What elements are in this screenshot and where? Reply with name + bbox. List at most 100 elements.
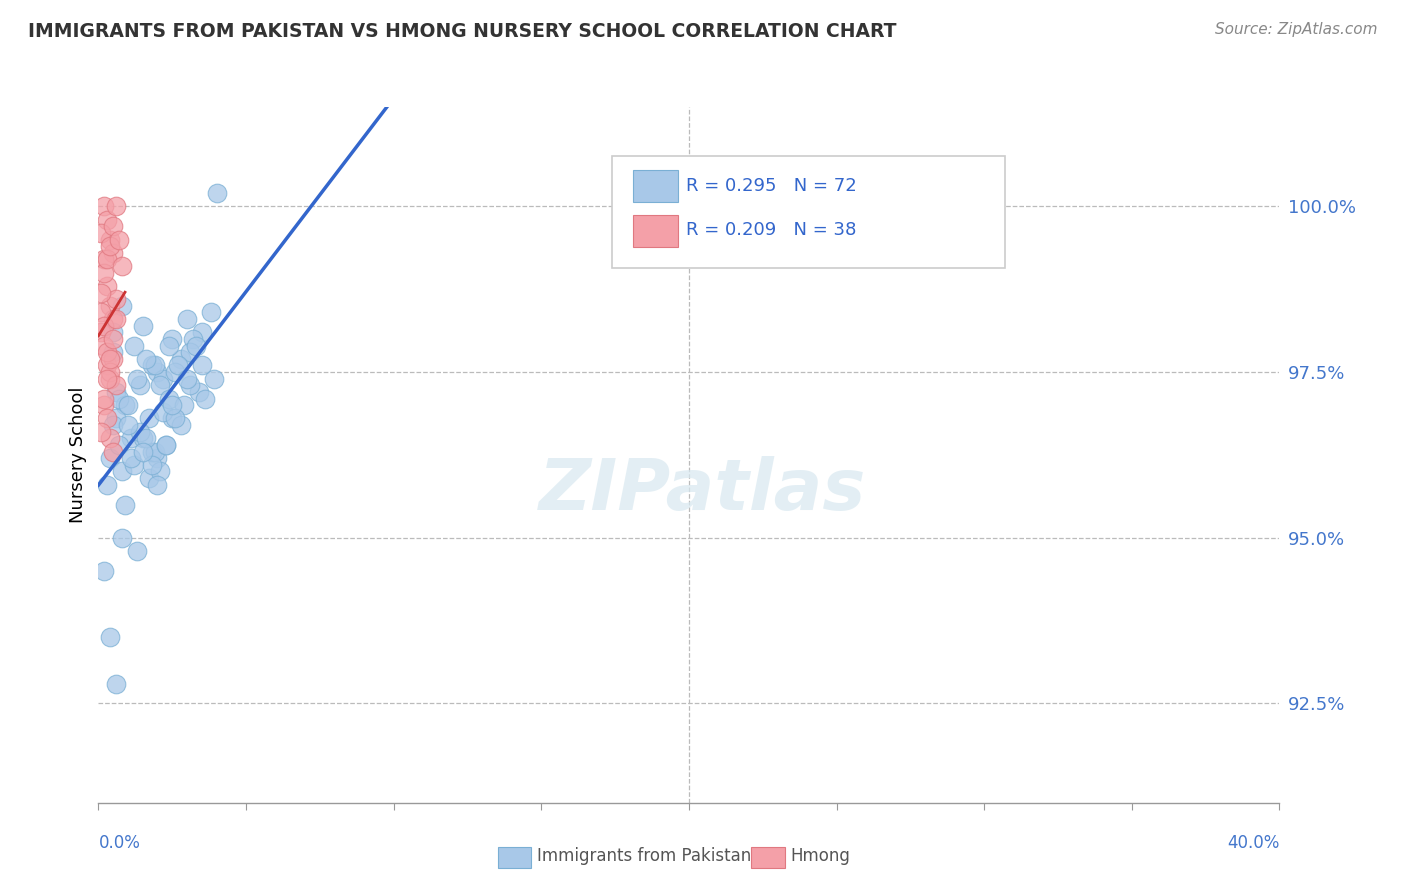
Point: [90, 285, 112, 300]
Point: [176, 372, 198, 386]
Point: [105, 312, 128, 326]
Point: [138, 471, 160, 485]
Point: [135, 351, 157, 366]
Point: [108, 392, 131, 406]
Point: [103, 312, 125, 326]
Point: [181, 332, 204, 346]
Point: [108, 233, 131, 247]
Point: [93, 338, 115, 352]
Point: [111, 259, 134, 273]
Point: [98, 630, 121, 644]
Point: [103, 418, 125, 433]
Point: [200, 305, 222, 319]
Point: [141, 359, 163, 373]
Text: R = 0.295   N = 72: R = 0.295 N = 72: [686, 177, 856, 194]
Point: [96, 345, 118, 359]
Point: [194, 392, 217, 406]
Point: [165, 365, 187, 379]
Point: [162, 332, 183, 346]
Point: [149, 378, 172, 392]
Point: [143, 359, 166, 373]
Point: [98, 299, 121, 313]
Point: [96, 372, 118, 386]
Text: Hmong: Hmong: [790, 847, 851, 865]
Y-axis label: Nursery School: Nursery School: [69, 386, 87, 524]
Point: [103, 219, 125, 234]
Point: [135, 431, 157, 445]
Point: [167, 359, 190, 373]
Point: [187, 384, 209, 399]
Point: [141, 444, 163, 458]
Point: [90, 425, 112, 439]
Point: [111, 531, 134, 545]
Point: [96, 212, 118, 227]
Point: [105, 378, 128, 392]
Point: [146, 451, 169, 466]
Point: [205, 186, 228, 201]
Point: [103, 326, 125, 340]
Point: [111, 299, 134, 313]
Point: [114, 498, 136, 512]
Point: [132, 318, 155, 333]
Point: [103, 332, 125, 346]
Point: [96, 359, 118, 373]
Point: [165, 411, 187, 425]
Point: [108, 438, 131, 452]
Point: [105, 676, 128, 690]
Text: R = 0.209   N = 38: R = 0.209 N = 38: [686, 221, 856, 239]
Point: [157, 338, 180, 352]
Point: [93, 564, 115, 578]
Text: ZIPatlas: ZIPatlas: [540, 456, 866, 525]
Text: 40.0%: 40.0%: [1227, 834, 1279, 852]
Point: [96, 411, 118, 425]
Text: Immigrants from Pakistan: Immigrants from Pakistan: [537, 847, 751, 865]
Point: [170, 418, 193, 433]
Point: [103, 351, 125, 366]
Point: [114, 398, 136, 412]
Point: [141, 458, 163, 472]
Point: [98, 351, 121, 366]
Point: [152, 372, 174, 386]
Point: [111, 465, 134, 479]
Point: [98, 431, 121, 445]
Point: [96, 252, 118, 267]
Point: [132, 431, 155, 445]
Point: [173, 398, 195, 412]
Point: [105, 384, 128, 399]
Point: [98, 365, 121, 379]
Point: [103, 345, 125, 359]
Point: [105, 411, 128, 425]
Point: [93, 398, 115, 412]
Point: [179, 378, 201, 392]
Point: [105, 292, 128, 306]
Point: [93, 318, 115, 333]
Point: [138, 411, 160, 425]
Point: [117, 418, 139, 433]
Point: [128, 425, 150, 439]
Point: [90, 226, 112, 240]
Point: [184, 338, 207, 352]
Point: [93, 392, 115, 406]
Point: [191, 326, 214, 340]
Point: [90, 305, 112, 319]
Point: [96, 279, 118, 293]
Point: [122, 338, 145, 352]
Point: [103, 444, 125, 458]
Point: [202, 372, 225, 386]
Point: [157, 392, 180, 406]
Point: [93, 266, 115, 280]
Point: [125, 372, 148, 386]
Point: [162, 411, 183, 425]
Point: [191, 359, 214, 373]
Point: [120, 431, 142, 445]
Point: [93, 199, 115, 213]
Point: [155, 438, 177, 452]
Point: [96, 477, 118, 491]
Point: [125, 544, 148, 558]
Point: [103, 245, 125, 260]
Point: [132, 444, 155, 458]
Point: [98, 372, 121, 386]
Text: Source: ZipAtlas.com: Source: ZipAtlas.com: [1215, 22, 1378, 37]
Text: IMMIGRANTS FROM PAKISTAN VS HMONG NURSERY SCHOOL CORRELATION CHART: IMMIGRANTS FROM PAKISTAN VS HMONG NURSER…: [28, 22, 897, 41]
Point: [90, 326, 112, 340]
